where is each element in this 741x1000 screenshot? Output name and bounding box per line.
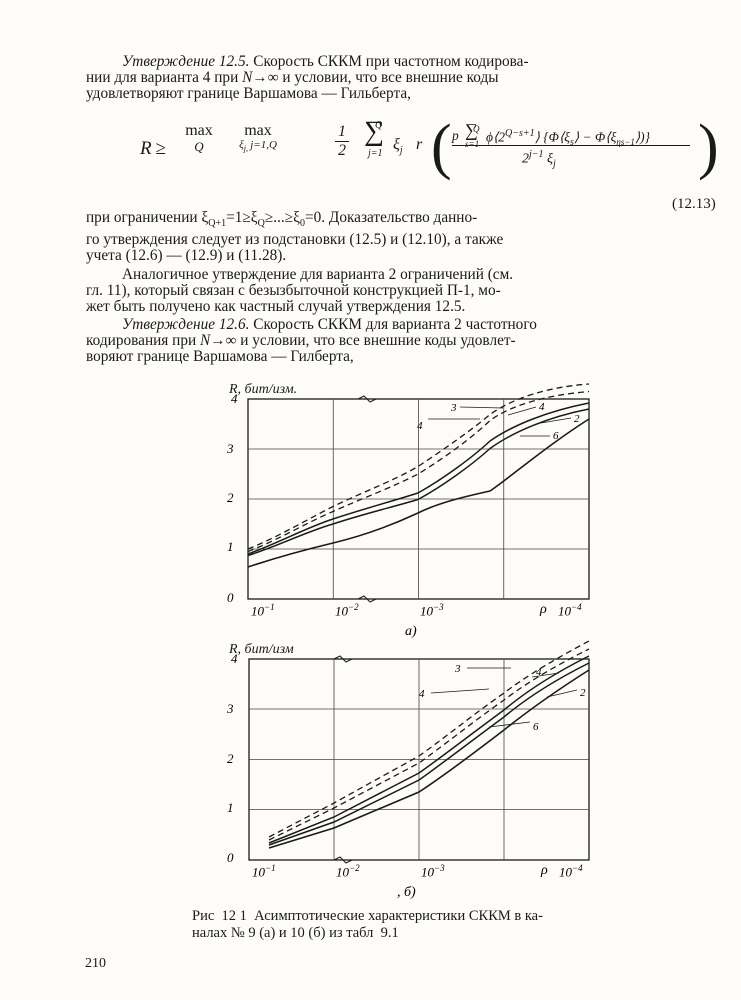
svg-text:4: 4 (417, 420, 423, 432)
svg-text:2: 2 (580, 687, 586, 699)
svg-text:6: 6 (533, 721, 539, 733)
svg-text:4: 4 (539, 401, 545, 413)
svg-text:3: 3 (454, 663, 461, 675)
svg-text:4: 4 (419, 688, 425, 700)
svg-text:6: 6 (553, 430, 559, 442)
svg-text:3: 3 (450, 402, 457, 414)
svg-text:2: 2 (574, 413, 580, 425)
svg-text:4: 4 (536, 666, 542, 678)
